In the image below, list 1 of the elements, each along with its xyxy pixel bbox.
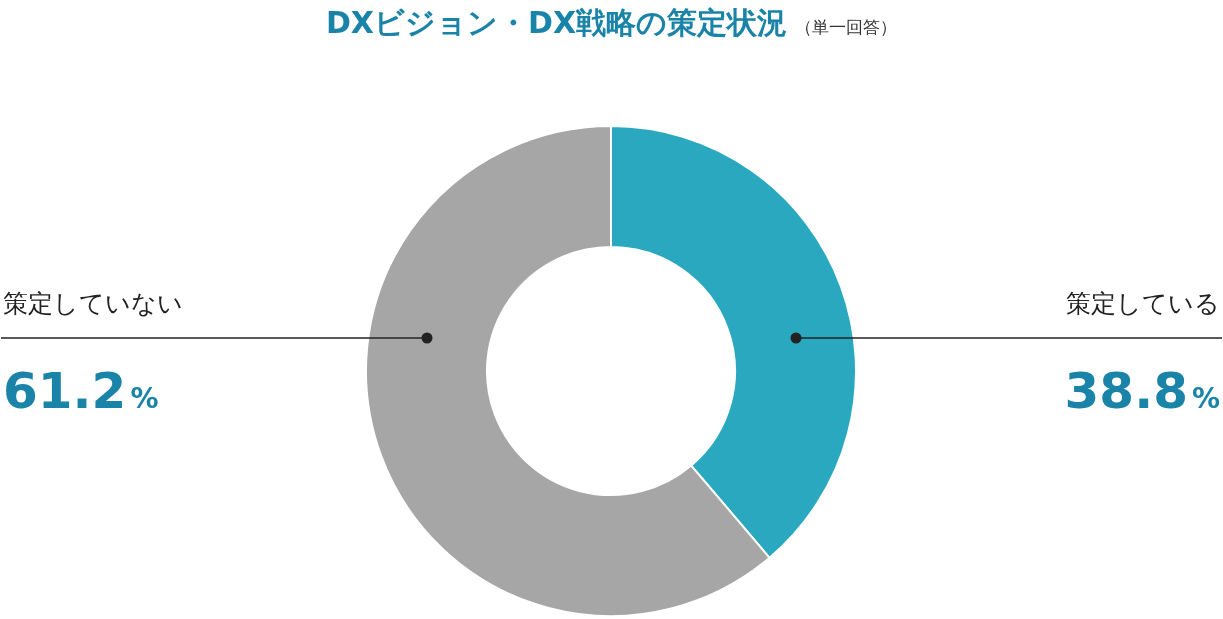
title: DXビジョン・DX戦略の策定状況 （単一回答） [325, 5, 898, 40]
